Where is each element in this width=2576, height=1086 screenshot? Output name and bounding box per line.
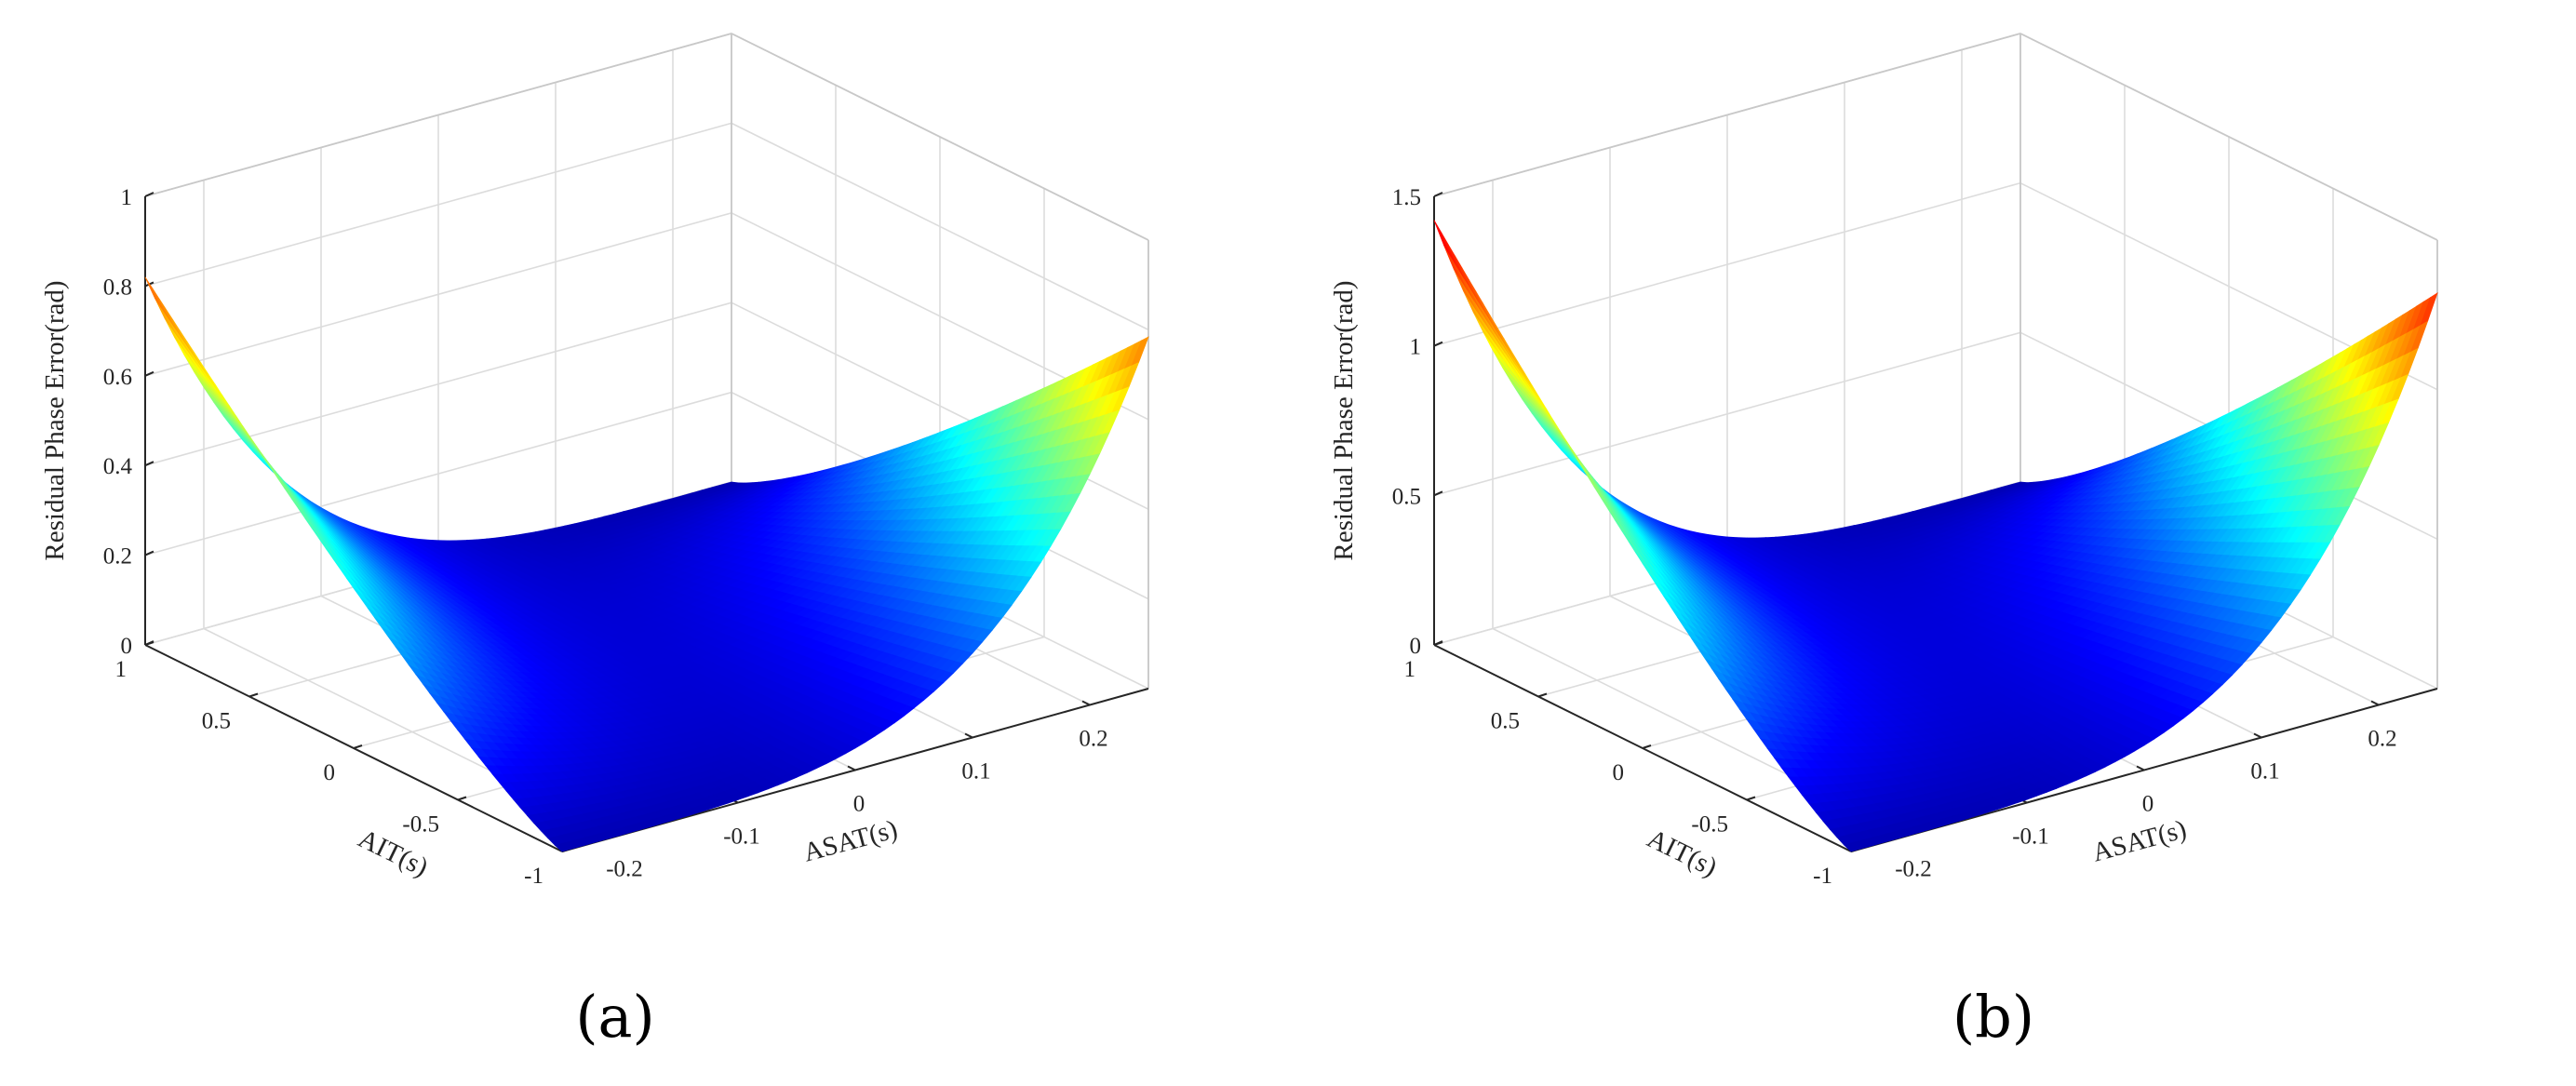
x-tick-label: 0.2 bbox=[2368, 727, 2396, 752]
surface bbox=[144, 276, 1149, 852]
y-tick bbox=[457, 796, 467, 801]
y-tick-label: -0.5 bbox=[402, 812, 439, 838]
x-axis-label: ASAT(s) bbox=[2089, 814, 2190, 868]
z-tick-label: 0.5 bbox=[1392, 484, 1421, 509]
x-tick bbox=[2370, 700, 2380, 706]
z-tick bbox=[144, 370, 154, 377]
x-tick bbox=[847, 765, 856, 771]
y-tick-label: 0.5 bbox=[1491, 709, 1520, 734]
grid-line-wall-z bbox=[1433, 33, 2438, 241]
panel-label-a: (a) bbox=[575, 983, 655, 1051]
x-tick-label: -0.2 bbox=[606, 857, 643, 882]
y-tick bbox=[144, 641, 154, 646]
y-tick-label: 1 bbox=[115, 657, 127, 682]
y-tick-label: 0 bbox=[324, 760, 336, 785]
x-tick bbox=[2136, 765, 2145, 771]
box-edge bbox=[731, 33, 1149, 241]
z-tick-label: 1 bbox=[1410, 335, 1422, 360]
z-tick bbox=[144, 461, 154, 467]
panel-b: 0 0.5 1 1.5 -1 -0.5 0 0.5 1 -0.2 -0.1 0 0.1 0.2 Residu… bbox=[1288, 0, 2576, 1086]
y-tick bbox=[1746, 796, 1756, 801]
surface-plot-a: 0 0.2 0.4 0.6 0.8 1 -1 -0.5 0 0.5 1 -0.2 -0.1 0 0.1 0.2… bbox=[40, 33, 1149, 889]
x-tick bbox=[2253, 732, 2262, 739]
axes: 0 0.2 0.4 0.6 0.8 1 -1 -0.5 0 0.5 1 -0.2 -0.1 0 0.1 0.2… bbox=[40, 185, 1149, 889]
z-axis-label: Residual Phase Error(rad) bbox=[40, 280, 70, 560]
x-tick-label: 0.2 bbox=[1079, 727, 1107, 752]
x-tick-label: 0.1 bbox=[961, 759, 990, 784]
x-tick-label: 0.1 bbox=[2250, 759, 2279, 784]
x-tick-label: -0.1 bbox=[2012, 825, 2049, 850]
z-tick-label: 0.6 bbox=[103, 365, 132, 390]
x-tick-label: 0 bbox=[2142, 792, 2154, 817]
y-tick-label: -0.5 bbox=[1691, 812, 1728, 838]
y-tick bbox=[1642, 744, 1652, 749]
x-tick-label: 0 bbox=[853, 792, 865, 817]
x-tick-label: -0.1 bbox=[723, 825, 760, 850]
y-tick-label: 1 bbox=[1404, 657, 1416, 682]
surface-plot-b: 0 0.5 1 1.5 -1 -0.5 0 0.5 1 -0.2 -0.1 0 0.1 0.2 Residu… bbox=[1329, 33, 2438, 889]
z-tick-label: 0 bbox=[1410, 634, 1422, 659]
z-tick bbox=[144, 192, 154, 197]
x-tick bbox=[964, 732, 973, 739]
panel-a: 0 0.2 0.4 0.6 0.8 1 -1 -0.5 0 0.5 1 -0.2 -0.1 0 0.1 0.2… bbox=[40, 33, 1149, 1051]
y-tick bbox=[1537, 692, 1548, 698]
grid-line-wall-z bbox=[144, 33, 1149, 241]
z-tick bbox=[144, 550, 154, 556]
z-tick-label: 0.4 bbox=[103, 454, 133, 479]
z-tick-label: 0.2 bbox=[103, 544, 132, 570]
y-tick-label: 0 bbox=[1613, 760, 1625, 785]
z-tick-label: 0 bbox=[121, 634, 133, 659]
grid-line-wall-z bbox=[1433, 181, 2438, 391]
y-tick-label: -1 bbox=[524, 864, 543, 889]
y-tick bbox=[353, 744, 363, 749]
y-tick bbox=[248, 692, 259, 698]
z-tick-label: 1 bbox=[121, 185, 133, 210]
x-tick-label: -0.2 bbox=[1895, 857, 1932, 882]
y-tick-label: 0.5 bbox=[202, 709, 231, 734]
x-axis-label: ASAT(s) bbox=[800, 814, 901, 868]
z-axis-label: Residual Phase Error(rad) bbox=[1329, 280, 1359, 560]
z-tick-label: 0.8 bbox=[103, 275, 132, 300]
y-tick bbox=[1433, 641, 1443, 646]
x-tick bbox=[1081, 700, 1091, 706]
y-tick-label: -1 bbox=[1813, 864, 1832, 889]
box-edge bbox=[144, 33, 732, 197]
z-tick-label: 1.5 bbox=[1392, 185, 1421, 210]
